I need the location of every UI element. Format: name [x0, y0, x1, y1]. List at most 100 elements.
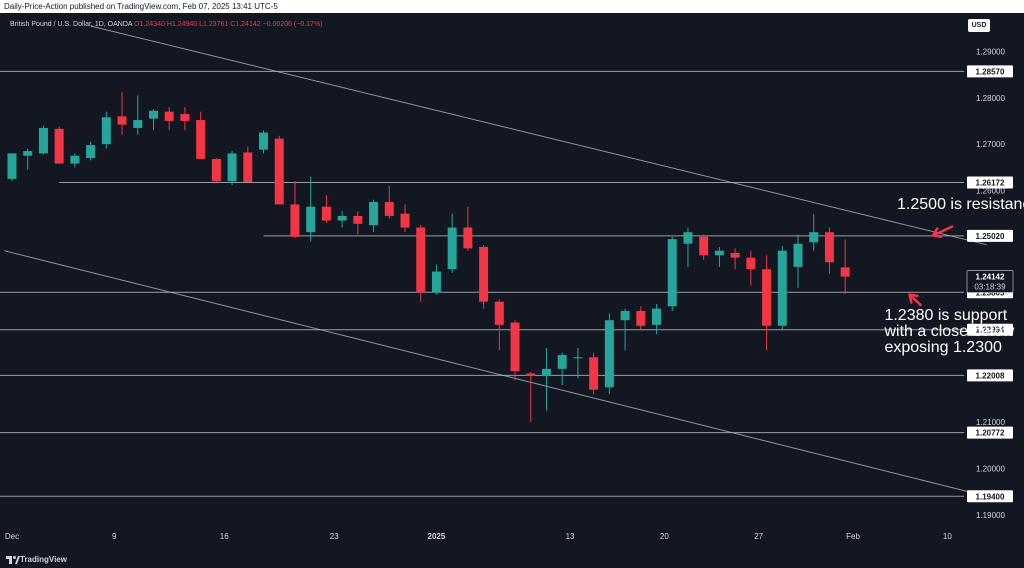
candle — [557, 352, 567, 386]
tradingview-brand[interactable]: TradingView — [20, 555, 67, 564]
last-price-label: 1.24142 — [976, 273, 1005, 282]
candle — [510, 320, 520, 381]
candle — [636, 306, 646, 330]
resistance-annotation: 1.2500 is resistance — [897, 196, 1024, 213]
price-chart[interactable]: 1.290001.280001.270001.260001.250001.240… — [0, 13, 1024, 552]
x-tick-label: 13 — [566, 532, 575, 541]
candle — [699, 234, 709, 260]
candle — [824, 227, 834, 274]
candle — [211, 158, 221, 183]
arrow-head — [908, 293, 919, 298]
candle — [23, 148, 33, 170]
candle-body — [604, 320, 614, 388]
candle — [447, 213, 457, 273]
price-tag-box — [967, 176, 1013, 189]
candle — [148, 109, 158, 131]
candle — [479, 245, 489, 309]
candle-body — [714, 250, 724, 256]
candle-body — [463, 227, 473, 249]
x-tick-label: 16 — [220, 532, 229, 541]
symbol-name: British Pound / U.S. Dollar, 1D, OANDA — [10, 21, 133, 28]
candle — [164, 107, 174, 131]
candle — [683, 227, 693, 267]
x-tick-label: 20 — [660, 532, 669, 541]
candle-body — [589, 357, 599, 390]
currency-label[interactable]: USD — [968, 19, 990, 32]
candle-body — [824, 232, 834, 263]
candle — [416, 225, 426, 302]
price-tag-box — [967, 369, 1013, 382]
candle-body — [636, 310, 646, 326]
candle — [793, 234, 803, 288]
candle — [730, 248, 740, 270]
symbol-legend: British Pound / U.S. Dollar, 1D, OANDA O… — [10, 21, 323, 28]
candle-body — [321, 206, 331, 221]
candle — [809, 214, 819, 251]
candle — [196, 111, 206, 159]
candle-body — [541, 368, 551, 376]
candle — [573, 347, 583, 379]
candle — [38, 125, 48, 155]
candle-body — [447, 227, 457, 270]
arrow-head — [931, 227, 939, 237]
candle-body — [196, 120, 206, 159]
x-tick-label: Feb — [846, 532, 860, 541]
candle-body — [809, 232, 819, 243]
candle — [227, 151, 237, 185]
y-tick-label: 1.28000 — [976, 94, 1005, 103]
candle-body — [777, 250, 787, 326]
x-tick-label: 9 — [112, 532, 117, 541]
candle-body — [526, 373, 536, 376]
annotation-line: with a close below — [883, 323, 1014, 340]
price-tag-label: 1.25020 — [976, 232, 1005, 241]
candle-body — [337, 215, 347, 221]
candle-body — [353, 215, 363, 224]
candle-body — [557, 354, 567, 369]
candle-body — [494, 301, 504, 325]
candle — [494, 299, 504, 351]
candle — [589, 352, 599, 395]
candle — [274, 135, 284, 205]
footer-bar: TradingView — [0, 552, 1024, 568]
candle-body — [699, 236, 709, 256]
candle-body — [259, 132, 269, 150]
candle — [101, 111, 111, 149]
chart-panel[interactable]: 1.290001.280001.270001.260001.250001.240… — [0, 13, 1024, 552]
candle-body — [431, 271, 441, 293]
candle-body — [274, 138, 284, 205]
price-tag-label: 1.22994 — [976, 326, 1005, 335]
candle-body — [86, 145, 96, 159]
candle — [604, 313, 614, 395]
candle — [369, 199, 379, 233]
candle — [70, 153, 80, 168]
candle-body — [211, 158, 221, 182]
publication-text: Daily-Price-Action published on TradingV… — [4, 2, 278, 11]
candle-body — [479, 246, 489, 302]
candle-body — [164, 111, 174, 121]
tradingview-logo-icon[interactable] — [6, 555, 20, 565]
candle — [762, 255, 772, 351]
candle-body — [290, 204, 300, 237]
publication-header: Daily-Price-Action published on TradingV… — [0, 0, 1024, 13]
candle-body — [23, 151, 33, 156]
candle-body — [793, 243, 803, 267]
candle-body — [510, 322, 520, 372]
price-tag-label: 1.22008 — [976, 371, 1005, 380]
candle-body — [117, 116, 127, 125]
trendline — [90, 25, 987, 246]
candle-body — [762, 269, 772, 326]
candle — [777, 246, 787, 330]
candle — [337, 211, 347, 228]
candle-body — [306, 206, 316, 233]
candle-body — [227, 153, 237, 182]
y-tick-label: 1.19000 — [976, 511, 1005, 520]
candle-body — [7, 153, 17, 179]
price-tag-box — [967, 426, 1013, 439]
price-tag-box — [967, 229, 1013, 242]
support-annotation: 1.2380 is support with a close below expos… — [883, 307, 1014, 356]
candle-body — [667, 239, 677, 307]
candle — [54, 126, 64, 164]
candle — [714, 246, 724, 267]
arrow-shaft — [908, 293, 922, 307]
price-tag-box — [967, 323, 1013, 336]
